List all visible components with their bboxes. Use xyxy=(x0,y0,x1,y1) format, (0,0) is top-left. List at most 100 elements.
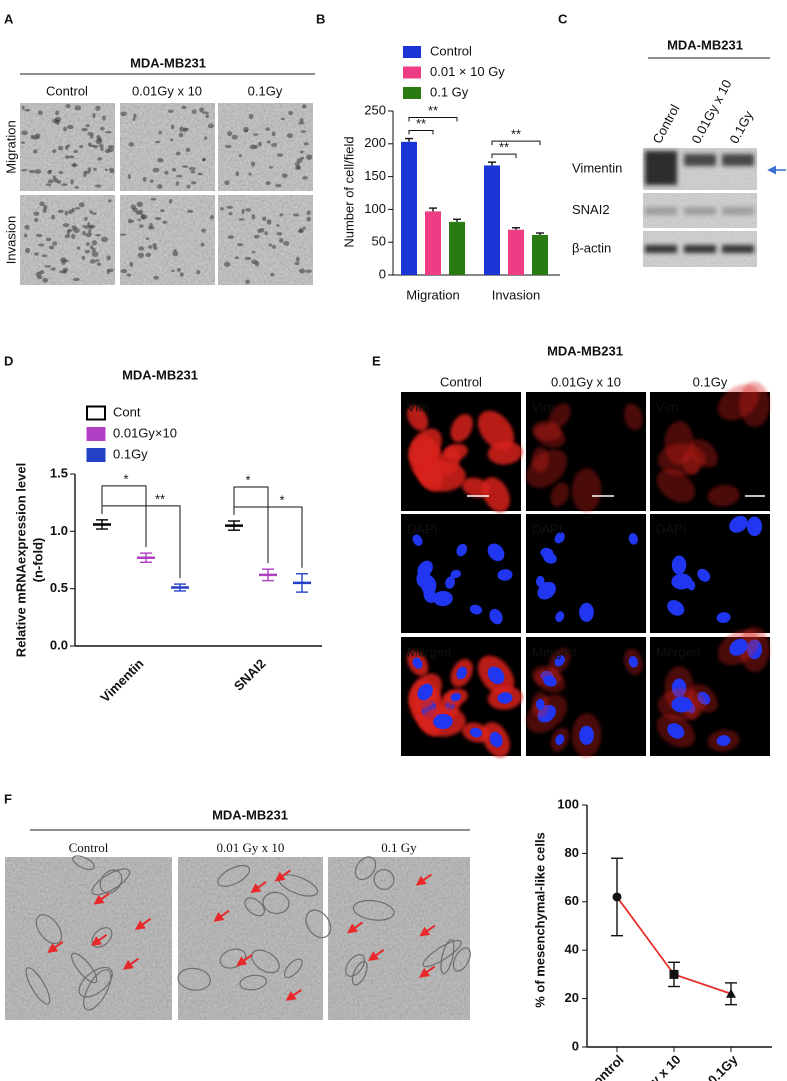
row-label: β-actin xyxy=(572,240,611,255)
cell xyxy=(98,144,104,148)
cell xyxy=(175,151,181,156)
cell xyxy=(62,223,70,228)
cell xyxy=(34,252,39,256)
band xyxy=(684,154,716,166)
legend-label: 0.01Gy×10 xyxy=(113,425,177,440)
nucleus xyxy=(450,692,462,702)
cell xyxy=(241,208,245,215)
legend-swatch xyxy=(86,405,106,421)
panel-label: F xyxy=(4,791,12,806)
cell xyxy=(191,109,197,115)
bar xyxy=(532,234,548,275)
cell xyxy=(94,184,102,188)
channel-label: Merged xyxy=(656,644,700,659)
cell xyxy=(92,112,96,119)
significance-bracket xyxy=(233,506,303,568)
cell xyxy=(66,229,71,236)
cell xyxy=(153,275,159,280)
cell xyxy=(91,212,97,215)
channel-label: Merged xyxy=(407,644,451,659)
y-tick-label: 40 xyxy=(565,942,579,957)
cell xyxy=(351,960,368,986)
cell xyxy=(108,167,115,172)
cell xyxy=(83,969,112,1011)
nucleus xyxy=(671,573,693,590)
cell xyxy=(90,134,94,139)
cell xyxy=(24,224,30,230)
channel-label: DAPI xyxy=(656,521,686,536)
panel-title: MDA-MB231 xyxy=(130,55,206,70)
cell xyxy=(276,224,280,227)
channel-label: Merged xyxy=(532,644,576,659)
cell xyxy=(167,109,174,113)
cell xyxy=(185,147,191,153)
legend-swatch xyxy=(86,448,106,462)
cell xyxy=(61,183,68,187)
cell xyxy=(248,113,254,120)
cell xyxy=(152,243,157,248)
vimentin-signal xyxy=(420,461,466,492)
cell xyxy=(84,225,90,229)
chart-title: MDA-MB231 xyxy=(122,367,198,382)
cell xyxy=(84,216,88,221)
cell xyxy=(245,208,252,212)
vimentin-signal xyxy=(623,403,643,431)
phase-texture xyxy=(178,857,323,1020)
cell xyxy=(99,869,123,894)
cell xyxy=(271,143,278,147)
panel-title: MDA-MB231 xyxy=(667,37,743,52)
cell xyxy=(42,208,47,213)
cell xyxy=(56,180,62,184)
cell xyxy=(197,172,203,176)
cell xyxy=(90,259,96,264)
cell xyxy=(234,256,239,260)
cell xyxy=(21,169,28,172)
cell xyxy=(89,224,96,229)
cell xyxy=(137,218,141,222)
cell xyxy=(190,181,197,185)
column-label: 0.1Gy xyxy=(248,83,283,98)
vimentin-signal xyxy=(571,468,602,513)
cell xyxy=(281,173,288,178)
y-tick-label: 150 xyxy=(364,168,386,183)
red-arrow xyxy=(90,933,108,946)
band xyxy=(722,154,754,166)
vimentin-signal xyxy=(408,428,442,466)
red-arrow xyxy=(285,988,302,1001)
cell xyxy=(37,110,43,116)
cell xyxy=(237,242,244,247)
cell xyxy=(94,233,102,237)
panel-label: D xyxy=(4,353,13,368)
cell xyxy=(298,268,306,274)
cell xyxy=(34,169,42,174)
cell xyxy=(20,141,26,144)
cell xyxy=(253,234,260,239)
bar xyxy=(508,229,524,275)
cell xyxy=(274,183,282,188)
cell xyxy=(178,132,184,138)
y-tick-label: 60 xyxy=(565,893,579,908)
cell xyxy=(72,277,80,282)
cell xyxy=(137,252,145,258)
cell xyxy=(156,184,163,189)
cell xyxy=(199,107,204,113)
cell xyxy=(175,174,183,178)
nucleus xyxy=(697,568,711,582)
nucleus xyxy=(628,656,638,668)
cell xyxy=(78,966,113,998)
column-label: 0.1Gy xyxy=(726,108,756,146)
nucleus xyxy=(579,602,594,622)
nucleus xyxy=(671,555,687,575)
cell xyxy=(140,214,148,220)
cell xyxy=(354,856,377,881)
significance-label: * xyxy=(245,472,250,487)
cell xyxy=(169,138,174,142)
significance-label: ** xyxy=(155,491,165,506)
nucleus xyxy=(456,543,468,557)
cell xyxy=(39,201,45,207)
panel-label: E xyxy=(372,353,381,368)
cell xyxy=(176,268,181,272)
cell xyxy=(276,153,284,157)
significance-label: ** xyxy=(511,127,521,142)
